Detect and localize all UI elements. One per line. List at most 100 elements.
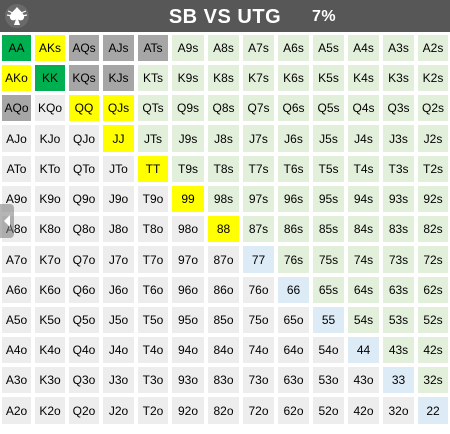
hand-cell[interactable]: 22 <box>418 397 448 424</box>
hand-cell[interactable]: 82s <box>418 216 448 242</box>
hand-cell[interactable]: 42s <box>418 337 448 363</box>
hand-cell[interactable]: J2o <box>103 397 134 424</box>
hand-cell[interactable]: 85s <box>313 216 344 242</box>
hand-cell[interactable]: 75s <box>313 246 344 273</box>
hand-cell[interactable]: 64s <box>348 277 379 303</box>
hand-cell[interactable]: T9s <box>172 156 204 182</box>
hand-cell[interactable]: 62s <box>418 277 448 303</box>
hand-cell[interactable]: 64o <box>278 337 309 363</box>
hand-cell[interactable]: 55 <box>313 307 344 333</box>
hand-cell[interactable]: K6o <box>35 277 65 303</box>
hand-cell[interactable]: T8o <box>138 216 168 242</box>
hand-cell[interactable]: J5s <box>313 125 344 152</box>
hand-cell[interactable]: 84o <box>208 337 239 363</box>
hand-cell[interactable]: K2s <box>418 65 448 91</box>
hand-cell[interactable]: K2o <box>35 397 65 424</box>
hand-cell[interactable]: KJs <box>103 65 134 91</box>
hand-cell[interactable]: 52s <box>418 307 448 333</box>
hand-cell[interactable]: Q8o <box>69 216 99 242</box>
hand-cell[interactable]: J3s <box>383 125 414 152</box>
hand-cell[interactable]: Q3o <box>69 367 99 393</box>
hand-cell[interactable]: A7o <box>2 246 31 273</box>
hand-cell[interactable]: 99 <box>172 186 204 212</box>
hand-cell[interactable]: J3o <box>103 367 134 393</box>
hand-cell[interactable]: K5o <box>35 307 65 333</box>
chevron-left-icon[interactable] <box>0 204 14 238</box>
hand-cell[interactable]: A5s <box>313 35 344 61</box>
hand-cell[interactable]: 93o <box>172 367 204 393</box>
hand-cell[interactable]: T3o <box>138 367 168 393</box>
hand-cell[interactable]: 76o <box>243 277 274 303</box>
hand-cell[interactable]: AKo <box>2 65 31 91</box>
hand-cell[interactable]: KTs <box>138 65 168 91</box>
hand-cell[interactable]: JTo <box>103 156 134 182</box>
hand-cell[interactable]: 76s <box>278 246 309 273</box>
hand-cell[interactable]: JJ <box>103 125 134 152</box>
hand-cell[interactable]: T7o <box>138 246 168 273</box>
hand-cell[interactable]: A2s <box>418 35 448 61</box>
hand-cell[interactable]: 74s <box>348 246 379 273</box>
hand-cell[interactable]: T6s <box>278 156 309 182</box>
hand-cell[interactable]: 97o <box>172 246 204 273</box>
hand-cell[interactable]: AJs <box>103 35 134 61</box>
hand-cell[interactable]: 87s <box>243 216 274 242</box>
hand-cell[interactable]: ATs <box>138 35 168 61</box>
hand-cell[interactable]: 54s <box>348 307 379 333</box>
hand-cell[interactable]: 33 <box>383 367 414 393</box>
hand-cell[interactable]: K6s <box>278 65 309 91</box>
hand-cell[interactable]: T9o <box>138 186 168 212</box>
hand-cell[interactable]: J9s <box>172 125 204 152</box>
hand-cell[interactable]: J7s <box>243 125 274 152</box>
hand-cell[interactable]: A7s <box>243 35 274 61</box>
hand-cell[interactable]: A9s <box>172 35 204 61</box>
hand-cell[interactable]: QJs <box>103 95 134 121</box>
hand-cell[interactable]: ATo <box>2 156 31 182</box>
hand-cell[interactable]: J8s <box>208 125 239 152</box>
hand-cell[interactable]: 66 <box>278 277 309 303</box>
hand-cell[interactable]: QJo <box>69 125 99 152</box>
hand-cell[interactable]: 83s <box>383 216 414 242</box>
hand-cell[interactable]: T5s <box>313 156 344 182</box>
hand-cell[interactable]: AJo <box>2 125 31 152</box>
hand-cell[interactable]: K8s <box>208 65 239 91</box>
hand-cell[interactable]: T4s <box>348 156 379 182</box>
hand-cell[interactable]: K7o <box>35 246 65 273</box>
hand-cell[interactable]: 43o <box>348 367 379 393</box>
hand-cell[interactable]: 77 <box>243 246 274 273</box>
hand-cell[interactable]: T4o <box>138 337 168 363</box>
hand-cell[interactable]: 87o <box>208 246 239 273</box>
hand-cell[interactable]: A2o <box>2 397 31 424</box>
hand-cell[interactable]: K3s <box>383 65 414 91</box>
hand-cell[interactable]: Q3s <box>383 95 414 121</box>
hand-cell[interactable]: K3o <box>35 367 65 393</box>
hand-cell[interactable]: 52o <box>313 397 344 424</box>
hand-cell[interactable]: T3s <box>383 156 414 182</box>
hand-cell[interactable]: K4o <box>35 337 65 363</box>
hand-cell[interactable]: J6o <box>103 277 134 303</box>
hand-cell[interactable]: T6o <box>138 277 168 303</box>
hand-cell[interactable]: A8s <box>208 35 239 61</box>
hand-cell[interactable]: J7o <box>103 246 134 273</box>
hand-cell[interactable]: 73s <box>383 246 414 273</box>
hand-cell[interactable]: Q9s <box>172 95 204 121</box>
hand-cell[interactable]: AQo <box>2 95 31 121</box>
hand-cell[interactable]: A6s <box>278 35 309 61</box>
hand-cell[interactable]: 86o <box>208 277 239 303</box>
hand-cell[interactable]: A3o <box>2 367 31 393</box>
hand-cell[interactable]: T8s <box>208 156 239 182</box>
hand-cell[interactable]: 93s <box>383 186 414 212</box>
hand-cell[interactable]: 44 <box>348 337 379 363</box>
hand-cell[interactable]: 95o <box>172 307 204 333</box>
hand-cell[interactable]: Q4o <box>69 337 99 363</box>
hand-cell[interactable]: 65s <box>313 277 344 303</box>
hand-cell[interactable]: 95s <box>313 186 344 212</box>
hand-cell[interactable]: Q2o <box>69 397 99 424</box>
hand-cell[interactable]: A6o <box>2 277 31 303</box>
hand-cell[interactable]: 75o <box>243 307 274 333</box>
hand-cell[interactable]: 98o <box>172 216 204 242</box>
hand-cell[interactable]: 74o <box>243 337 274 363</box>
hand-cell[interactable]: 92o <box>172 397 204 424</box>
hand-cell[interactable]: 82o <box>208 397 239 424</box>
hand-cell[interactable]: J2s <box>418 125 448 152</box>
hand-cell[interactable]: QTo <box>69 156 99 182</box>
